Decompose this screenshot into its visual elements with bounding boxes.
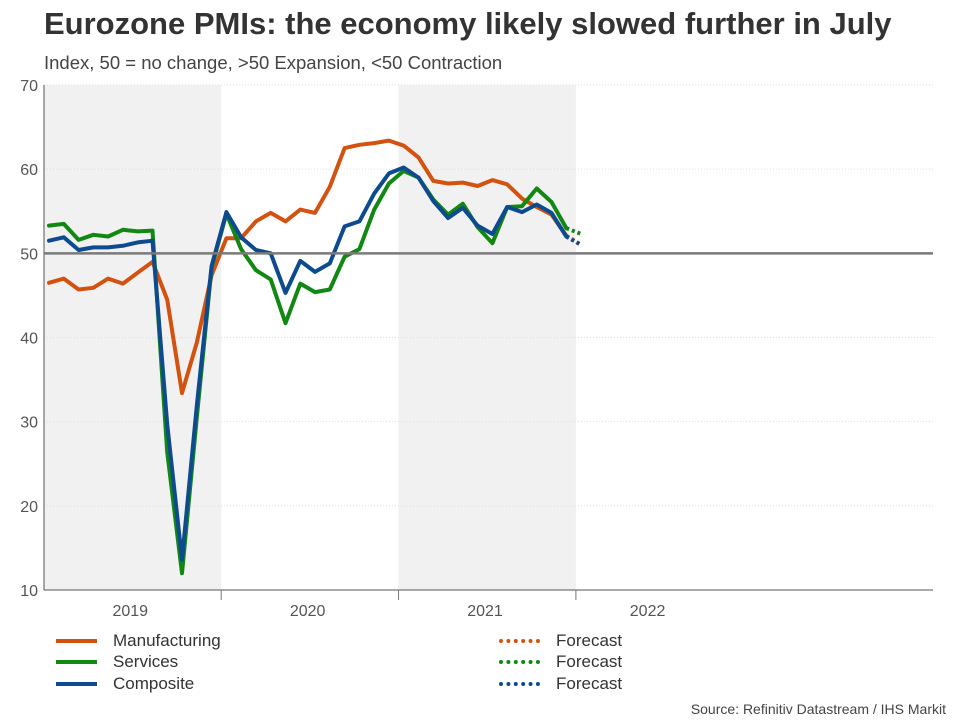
y-tick-label-50: 50 [20, 246, 38, 263]
legend-item-services-forecast: Forecast [499, 652, 622, 674]
legend-label-manufacturing-forecast: Forecast [556, 630, 623, 650]
axes: 10 20 30 40 50 60 70 2019 2020 2021 2022 [20, 78, 933, 620]
legend-label-services-forecast: Forecast [556, 652, 623, 672]
legend-item-manufacturing-forecast: Forecast [499, 630, 622, 652]
series-line-composite [47, 165, 569, 562]
y-tick-label-20: 20 [20, 499, 38, 516]
x-tick-label-2020: 2020 [290, 603, 326, 620]
legend-swatch-manufacturing [56, 638, 97, 643]
x-tick-label-2019: 2019 [112, 603, 148, 620]
y-tick-label-30: 30 [20, 415, 38, 432]
legend-label-manufacturing: Manufacturing [113, 630, 221, 650]
legend-right: Forecast Forecast Forecast [499, 630, 622, 695]
legend-label-composite: Composite [113, 673, 195, 693]
source-note: Source: Refinitiv Datastream / IHS Marki… [690, 701, 946, 717]
shaded-year-bands [44, 85, 576, 590]
forecast-line-composite [565, 234, 583, 247]
legend-label-services: Services [113, 652, 179, 672]
y-tick-label-10: 10 [20, 583, 38, 600]
series-line-services [47, 168, 569, 576]
legend-item-composite-forecast: Forecast [499, 673, 622, 695]
chart-subtitle: Index, 50 = no change, >50 Expansion, <5… [44, 52, 503, 73]
legend-item-manufacturing: Manufacturing [56, 630, 221, 652]
y-tick-label-70: 70 [20, 78, 38, 95]
y-tick-label-60: 60 [20, 162, 38, 179]
legend-item-composite: Composite [56, 673, 221, 695]
gridlines [44, 84, 933, 507]
legend-swatch-manufacturing-forecast [499, 638, 540, 643]
y-tick-label-40: 40 [20, 331, 38, 348]
series-lines [44, 138, 933, 576]
chart-title: Eurozone PMIs: the economy likely slowed… [44, 6, 892, 41]
legend-swatch-services-forecast [499, 660, 540, 665]
legend-swatch-composite [56, 681, 97, 686]
x-tick-label-2021: 2021 [467, 603, 503, 620]
legend-left: Manufacturing Services Composite [56, 630, 221, 695]
legend-swatch-services [56, 660, 97, 665]
legend-swatch-composite-forecast [499, 681, 540, 686]
series-line-manufacturing [47, 138, 569, 396]
legend-item-services: Services [56, 652, 221, 674]
legend-label-composite-forecast: Forecast [556, 673, 623, 693]
x-tick-label-2022: 2022 [630, 603, 666, 620]
forecast-line-services [565, 226, 582, 236]
